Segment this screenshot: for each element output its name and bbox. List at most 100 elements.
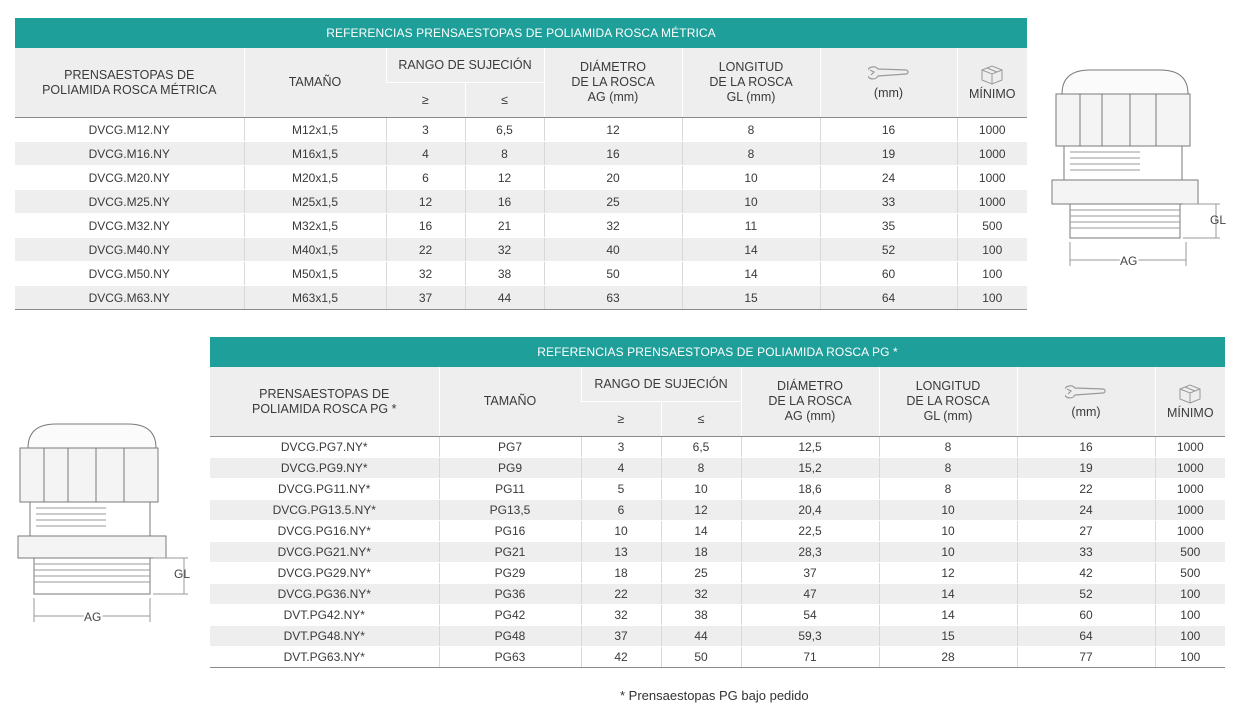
cell-wrench-size: 16 — [1016, 436, 1155, 458]
cell-size: PG16 — [438, 520, 581, 542]
cell-minimum-qty: 1000 — [956, 117, 1028, 142]
cell-size: PG36 — [438, 583, 581, 605]
cell-thread-length: 28 — [878, 646, 1017, 668]
cell-range-max: 38 — [660, 604, 741, 626]
gl-label: GL — [1210, 213, 1226, 227]
header-reference: PRENSAESTOPAS DE POLIAMIDA ROSCA MÉTRICA — [15, 48, 244, 118]
cell-size: PG21 — [438, 541, 581, 563]
wrench-icon — [1018, 383, 1155, 405]
wrench-size-label: (mm) — [1071, 405, 1101, 419]
cell-minimum-qty: 1000 — [1154, 520, 1226, 542]
cell-thread-diameter: 16 — [543, 141, 682, 166]
header-thread-length: LONGITUD DE LA ROSCA GL (mm) — [681, 48, 820, 118]
wrench-icon — [821, 64, 957, 86]
header-minimum: MÍNIMO — [1154, 367, 1226, 437]
cell-thread-diameter: 12 — [543, 117, 682, 142]
cell-thread-diameter: 50 — [543, 261, 682, 286]
cell-size: PG29 — [438, 562, 581, 584]
cell-thread-diameter: 32 — [543, 213, 682, 238]
cell-range-min: 12 — [385, 189, 465, 214]
cell-range-max: 32 — [464, 237, 544, 262]
cell-thread-length: 10 — [878, 520, 1017, 542]
cell-thread-diameter: 18,6 — [740, 478, 879, 500]
cell-size: M16x1,5 — [243, 141, 386, 166]
cell-wrench-size: 77 — [1016, 646, 1155, 668]
table-row: DVCG.PG29.NY* PG29 18 25 37 12 42 500 — [210, 562, 1226, 584]
cell-thread-diameter: 25 — [543, 189, 682, 214]
metric-table: REFERENCIAS PRENSAESTOPAS DE POLIAMIDA R… — [15, 18, 1028, 310]
cell-range-min: 37 — [385, 285, 465, 310]
header-thread-length: LONGITUD DE LA ROSCA GL (mm) — [878, 367, 1017, 437]
header-min-range: ≥ — [386, 82, 465, 118]
metric-table-title: REFERENCIAS PRENSAESTOPAS DE POLIAMIDA R… — [15, 18, 1028, 48]
cell-range-min: 3 — [385, 117, 465, 142]
ag-label: AG — [1120, 254, 1137, 268]
cell-thread-length: 10 — [878, 499, 1017, 521]
table-row: DVCG.M63.NY M63x1,5 37 44 63 15 64 100 — [15, 285, 1028, 310]
cell-minimum-qty: 500 — [1154, 562, 1226, 584]
cell-range-min: 18 — [580, 562, 661, 584]
cell-range-min: 3 — [580, 436, 661, 458]
cell-range-min: 6 — [580, 499, 661, 521]
cell-wrench-size: 42 — [1016, 562, 1155, 584]
pg-table-title: REFERENCIAS PRENSAESTOPAS DE POLIAMIDA R… — [210, 337, 1226, 367]
cell-size: PG42 — [438, 604, 581, 626]
table-row: DVCG.PG21.NY* PG21 13 18 28,3 10 33 500 — [210, 541, 1226, 563]
cell-reference: DVCG.M40.NY — [15, 237, 244, 262]
cell-reference: DVCG.M32.NY — [15, 213, 244, 238]
cell-reference: DVCG.PG29.NY* — [210, 562, 439, 584]
header-min-range: ≥ — [581, 401, 661, 437]
box-icon — [1156, 382, 1226, 406]
cell-size: PG48 — [438, 625, 581, 647]
cell-range-max: 38 — [464, 261, 544, 286]
cell-reference: DVCG.PG21.NY* — [210, 541, 439, 563]
cell-thread-length: 10 — [681, 189, 820, 214]
table-row: DVT.PG63.NY* PG63 42 50 71 28 77 100 — [210, 646, 1226, 668]
cell-range-min: 32 — [580, 604, 661, 626]
cell-minimum-qty: 1000 — [956, 141, 1028, 166]
cell-size: M40x1,5 — [243, 237, 386, 262]
cell-size: M25x1,5 — [243, 189, 386, 214]
cell-wrench-size: 52 — [1016, 583, 1155, 605]
ag-label: AG — [84, 610, 101, 624]
cell-thread-diameter: 59,3 — [740, 625, 879, 647]
table-row: DVCG.M32.NY M32x1,5 16 21 32 11 35 500 — [15, 213, 1028, 238]
cell-wrench-size: 64 — [1016, 625, 1155, 647]
cell-wrench-size: 19 — [1016, 457, 1155, 479]
cell-size: PG9 — [438, 457, 581, 479]
cell-thread-diameter: 71 — [740, 646, 879, 668]
cell-minimum-qty: 100 — [956, 285, 1028, 310]
cell-range-min: 10 — [580, 520, 661, 542]
cell-range-min: 32 — [385, 261, 465, 286]
cell-range-min: 5 — [580, 478, 661, 500]
cell-thread-diameter: 47 — [740, 583, 879, 605]
cell-thread-length: 8 — [681, 141, 820, 166]
cell-thread-length: 15 — [681, 285, 820, 310]
cell-size: M63x1,5 — [243, 285, 386, 310]
cell-size: PG11 — [438, 478, 581, 500]
cable-gland-drawing-metric: GL AG — [1051, 69, 1226, 270]
cell-thread-length: 14 — [878, 604, 1017, 626]
cell-reference: DVCG.M63.NY — [15, 285, 244, 310]
cell-reference: DVCG.PG9.NY* — [210, 457, 439, 479]
cell-thread-length: 8 — [878, 457, 1017, 479]
cell-reference: DVCG.PG36.NY* — [210, 583, 439, 605]
cell-minimum-qty: 1000 — [1154, 457, 1226, 479]
cell-reference: DVT.PG42.NY* — [210, 604, 439, 626]
cell-range-min: 16 — [385, 213, 465, 238]
cell-range-min: 6 — [385, 165, 465, 190]
cell-thread-diameter: 22,5 — [740, 520, 879, 542]
cell-thread-length: 8 — [878, 436, 1017, 458]
table-row: DVCG.PG13.5.NY* PG13,5 6 12 20,4 10 24 1000 — [210, 499, 1226, 521]
cell-minimum-qty: 1000 — [1154, 499, 1226, 521]
cell-range-max: 21 — [464, 213, 544, 238]
minimum-label: MÍNIMO — [968, 87, 1016, 101]
header-thread-diameter: DIÁMETRO DE LA ROSCA AG (mm) — [543, 48, 682, 118]
cell-range-max: 44 — [464, 285, 544, 310]
cell-wrench-size: 64 — [819, 285, 957, 310]
cell-minimum-qty: 100 — [956, 237, 1028, 262]
cell-wrench-size: 33 — [1016, 541, 1155, 563]
box-icon — [958, 63, 1028, 87]
cell-range-max: 14 — [660, 520, 741, 542]
cell-range-max: 25 — [660, 562, 741, 584]
